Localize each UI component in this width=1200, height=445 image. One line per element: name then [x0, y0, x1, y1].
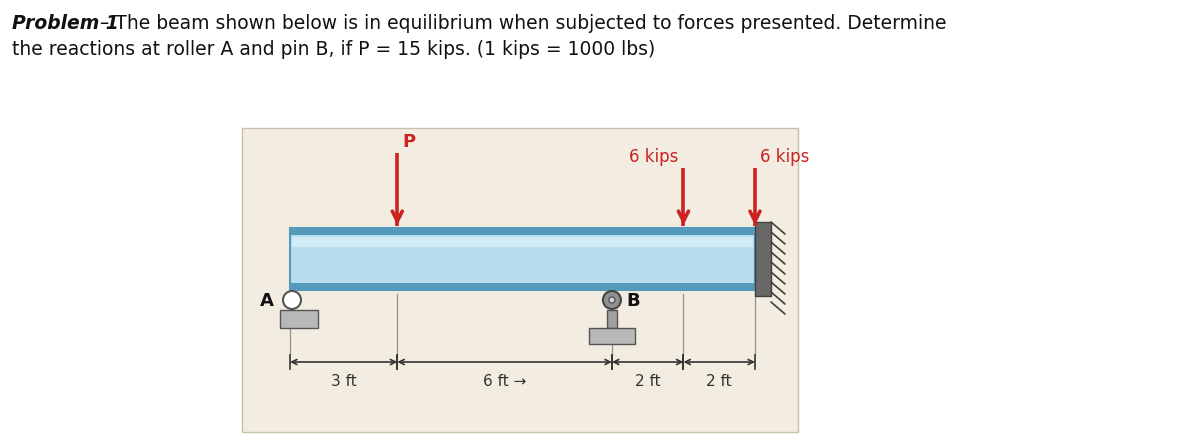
Bar	[242, 128, 798, 432]
Text: the reactions at roller A and pin B, if P = 15 kips. (1 kips = 1000 lbs): the reactions at roller A and pin B, if …	[12, 40, 655, 59]
Text: P: P	[402, 133, 415, 151]
Bar	[280, 310, 318, 328]
Bar	[290, 228, 755, 235]
Text: Problem 1: Problem 1	[12, 14, 119, 33]
Circle shape	[283, 291, 301, 309]
Circle shape	[602, 291, 620, 309]
Circle shape	[608, 297, 614, 303]
Bar	[292, 237, 754, 247]
Text: 3 ft: 3 ft	[331, 374, 356, 389]
Text: A: A	[260, 292, 274, 310]
Bar	[290, 283, 755, 290]
Bar	[589, 328, 635, 344]
Text: 6 ft →: 6 ft →	[482, 374, 527, 389]
Text: 2 ft: 2 ft	[635, 374, 660, 389]
Text: B: B	[626, 292, 640, 310]
Text: 6 kips: 6 kips	[629, 148, 678, 166]
Bar	[755, 222, 772, 296]
Bar	[290, 235, 755, 283]
Bar	[290, 228, 755, 290]
Text: – The beam shown below is in equilibrium when subjected to forces presented. Det: – The beam shown below is in equilibrium…	[94, 14, 947, 33]
Bar	[607, 310, 617, 328]
Text: 6 kips: 6 kips	[760, 148, 809, 166]
Text: 2 ft: 2 ft	[707, 374, 732, 389]
